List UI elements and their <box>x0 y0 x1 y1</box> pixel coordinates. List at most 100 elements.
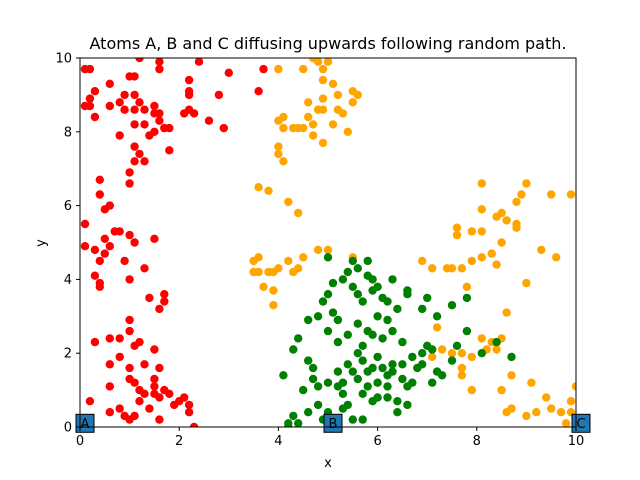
data-point-s2-36 <box>294 334 303 343</box>
data-point-s2-100 <box>358 415 367 424</box>
data-point-s0-47 <box>259 64 268 74</box>
x-tick-label-3: 6 <box>373 434 381 449</box>
data-point-s0-96 <box>155 393 164 402</box>
data-point-s1-50 <box>259 282 268 291</box>
data-point-s2-89 <box>383 382 392 391</box>
data-point-s0-93 <box>140 389 149 398</box>
data-point-s0-79 <box>125 326 134 336</box>
data-point-s2-105 <box>284 422 293 427</box>
data-point-s1-15 <box>318 105 328 114</box>
data-point-s0-82 <box>115 352 124 362</box>
data-point-s1-60 <box>566 190 576 199</box>
data-point-s1-12 <box>304 98 313 107</box>
data-point-s2-29 <box>358 341 367 350</box>
data-point-s1-89 <box>467 352 476 362</box>
data-point-s1-36 <box>294 208 303 218</box>
data-point-s1-16 <box>304 112 313 122</box>
data-point-s2-73 <box>492 337 501 347</box>
data-point-s2-65 <box>428 345 437 354</box>
data-point-s1-102 <box>547 404 556 413</box>
data-point-s2-92 <box>289 411 298 421</box>
data-point-s0-70 <box>95 282 105 291</box>
data-point-s1-62 <box>452 230 462 240</box>
data-point-s1-69 <box>512 223 521 232</box>
data-point-s0-3 <box>85 94 95 103</box>
data-point-s2-96 <box>313 400 323 410</box>
data-point-s0-100 <box>184 400 194 410</box>
data-point-s2-109 <box>408 352 417 362</box>
data-point-s1-112 <box>447 349 457 358</box>
data-point-s2-56 <box>388 367 397 376</box>
data-point-s0-53 <box>80 242 90 251</box>
data-point-s1-84 <box>502 308 511 317</box>
data-point-s0-20 <box>135 58 144 63</box>
data-point-s0-26 <box>140 120 149 129</box>
data-point-s2-84 <box>373 393 382 402</box>
data-point-s1-67 <box>497 208 506 218</box>
data-point-s1-97 <box>542 393 551 402</box>
data-points <box>80 58 576 427</box>
data-point-s1-79 <box>442 264 452 273</box>
data-point-s2-60 <box>408 378 417 387</box>
data-point-s1-26 <box>274 116 283 125</box>
data-point-s2-87 <box>393 408 402 417</box>
data-point-s2-53 <box>378 363 387 373</box>
data-point-s0-31 <box>130 157 139 166</box>
data-point-s1-31 <box>274 149 283 159</box>
data-point-s0-2 <box>90 87 100 96</box>
data-point-s0-111 <box>85 397 95 406</box>
data-point-s2-25 <box>378 334 387 343</box>
data-point-s2-67 <box>428 378 437 387</box>
data-point-s0-48 <box>254 87 263 96</box>
data-point-s0-7 <box>105 79 115 89</box>
data-point-s2-80 <box>338 389 348 398</box>
data-point-s1-0 <box>274 64 283 74</box>
data-point-s0-36 <box>155 116 164 125</box>
data-point-s1-24 <box>343 127 352 136</box>
data-point-s2-93 <box>294 419 303 427</box>
data-point-s0-49 <box>95 175 105 184</box>
data-point-s1-32 <box>279 157 288 166</box>
data-point-s2-75 <box>462 293 472 303</box>
axes: 0 2 4 6 8 10 0 2 4 6 8 10 <box>55 52 584 450</box>
data-point-s2-49 <box>358 356 367 365</box>
data-point-s2-8 <box>318 297 328 306</box>
data-point-s1-64 <box>477 227 486 236</box>
data-point-s2-24 <box>398 337 407 347</box>
data-point-s1-96 <box>527 378 536 387</box>
data-point-s2-37 <box>289 345 298 354</box>
data-point-s1-37 <box>313 245 323 255</box>
data-point-s2-32 <box>333 337 343 347</box>
data-point-s2-30 <box>353 349 362 358</box>
data-point-s1-52 <box>323 245 333 255</box>
data-point-s1-6 <box>318 75 328 85</box>
plot-area: A B C <box>75 58 591 433</box>
data-point-s1-81 <box>537 245 546 255</box>
data-point-s1-7 <box>328 79 338 89</box>
data-point-s1-61 <box>452 223 462 232</box>
data-point-s0-109 <box>115 404 124 413</box>
data-point-s1-70 <box>497 238 506 247</box>
data-point-s1-54 <box>477 179 486 188</box>
data-point-s1-90 <box>477 334 486 343</box>
data-point-s1-33 <box>254 183 263 192</box>
data-point-s0-76 <box>105 334 115 343</box>
data-point-s2-88 <box>403 400 412 410</box>
data-point-s2-62 <box>418 360 427 369</box>
data-point-s2-77 <box>432 312 442 321</box>
data-point-s0-78 <box>125 315 134 325</box>
data-point-s1-34 <box>264 186 273 195</box>
data-point-s2-7 <box>323 290 333 299</box>
data-point-s1-11 <box>348 98 357 107</box>
y-tick-label-0: 0 <box>64 421 72 436</box>
data-point-s2-9 <box>328 308 338 317</box>
data-point-s0-42 <box>189 109 199 118</box>
y-tick-label-4: 8 <box>64 125 72 140</box>
data-point-s1-107 <box>561 419 571 427</box>
data-point-s0-10 <box>120 105 129 114</box>
data-point-s0-58 <box>115 227 124 236</box>
start-marker-b <box>323 413 343 433</box>
data-point-s0-71 <box>145 293 154 303</box>
data-point-s2-28 <box>368 330 377 339</box>
